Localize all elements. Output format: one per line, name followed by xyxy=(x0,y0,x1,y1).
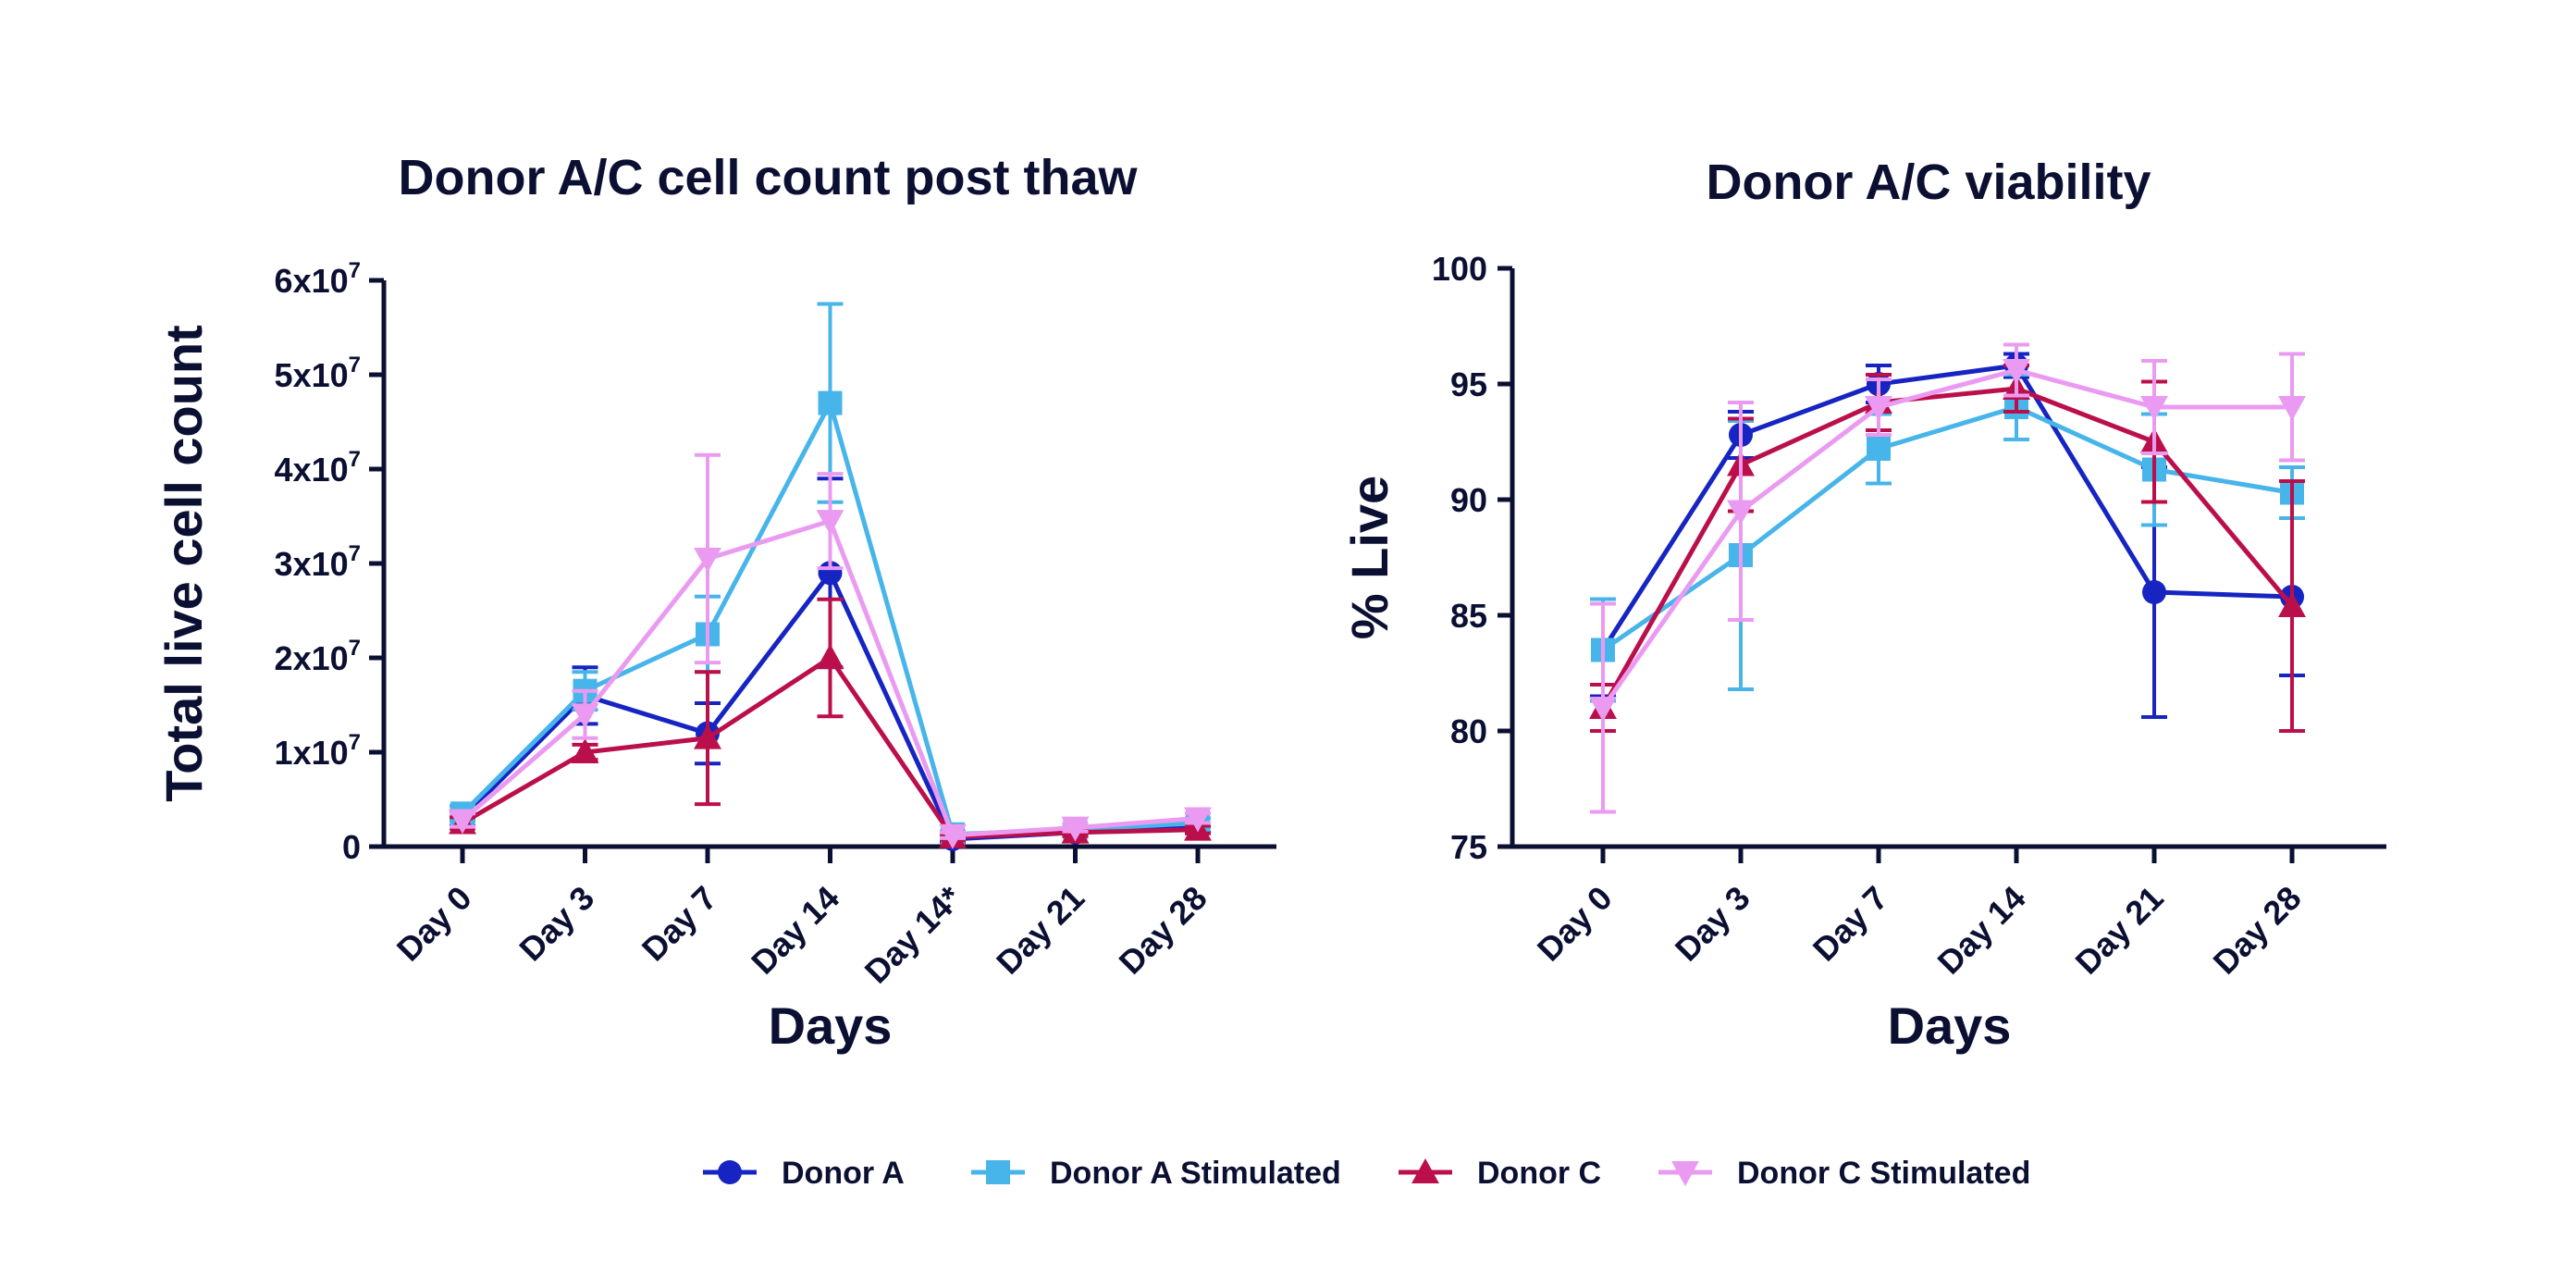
y-tick-label: 100 xyxy=(1432,250,1487,288)
x-tick-label: Day 14 xyxy=(744,879,846,982)
series-line xyxy=(1600,363,2293,651)
data-point xyxy=(2278,396,2306,421)
y-tick-label: 90 xyxy=(1450,481,1487,519)
x-tick-label: Day 0 xyxy=(389,879,479,969)
legend-label: Donor A xyxy=(782,1156,905,1191)
data-point xyxy=(1184,807,1212,833)
y-tick-label-base: 80 xyxy=(1450,712,1487,750)
y-tick-label-base: 90 xyxy=(1450,481,1487,519)
x-tick-label: Day 7 xyxy=(635,879,724,969)
y-axis-label: Total live cell count xyxy=(154,325,213,802)
x-axis-label: Days xyxy=(1888,996,2012,1055)
y-tick-label-base: 4x10 xyxy=(275,451,349,489)
data-point xyxy=(1727,500,1755,526)
legend-item: Donor C Stimulated xyxy=(1658,1156,2030,1191)
series-line xyxy=(1600,367,2292,710)
y-tick-label: 95 xyxy=(1450,365,1487,403)
y-tick-label: 75 xyxy=(1450,828,1487,866)
y-tick-label-base: 6x10 xyxy=(275,262,349,300)
series-donor-c-stimulated xyxy=(449,452,1212,849)
legend-item: Donor C xyxy=(1399,1156,1601,1191)
x-tick-label: Day 3 xyxy=(1668,879,1757,969)
y-tick-label: 2x107 xyxy=(275,636,361,677)
legend: Donor A Donor A Stimulated Donor C Donor C … xyxy=(703,1156,2030,1191)
y-tick-label: 4x107 xyxy=(275,447,361,489)
data-point xyxy=(2142,580,2166,604)
chart-title: Donor A/C viability xyxy=(1706,155,2151,210)
data-point xyxy=(2140,396,2168,421)
series-line xyxy=(1601,404,2293,652)
legend-marker xyxy=(718,1160,742,1184)
x-tick-label: Day 3 xyxy=(512,879,601,969)
chart-title: Donor A/C cell count post thaw xyxy=(398,150,1138,205)
data-point xyxy=(1865,396,1892,421)
x-tick-label: Day 21 xyxy=(2068,879,2171,982)
y-tick-label: 80 xyxy=(1450,712,1487,750)
legend-marker xyxy=(1671,1161,1699,1186)
y-tick-label: 6x107 xyxy=(275,258,361,300)
viability-chart: Donor A/C viability 75 80 85 90 95 100 Day 0 Day… xyxy=(1340,155,2386,1055)
data-point xyxy=(1061,816,1090,842)
y-tick-label: 5x107 xyxy=(275,353,361,394)
y-tick-label-base: 0 xyxy=(342,828,361,866)
y-tick-label-base: 5x10 xyxy=(275,356,349,394)
y-tick-label-base: 3x10 xyxy=(275,545,349,583)
legend-label: Donor C Stimulated xyxy=(1737,1156,2030,1191)
y-tick-label: 3x107 xyxy=(275,541,361,583)
data-point xyxy=(818,390,843,415)
data-point xyxy=(939,823,967,849)
x-tick-label: Day 14* xyxy=(857,879,969,991)
x-axis-label: Days xyxy=(769,996,893,1055)
legend-item: Donor A Stimulated xyxy=(971,1156,1341,1191)
x-tick-label: Day 28 xyxy=(2206,879,2309,982)
legend-marker xyxy=(1411,1158,1439,1183)
y-tick-label-exponent: 7 xyxy=(349,353,361,377)
y-tick-label-base: 2x10 xyxy=(275,639,349,677)
x-tick-label: Day 14 xyxy=(1930,879,2033,982)
y-axis-label: % Live xyxy=(1340,476,1399,639)
y-tick-label-base: 85 xyxy=(1450,597,1487,635)
data-point xyxy=(694,547,721,573)
y-tick-label: 85 xyxy=(1450,597,1487,635)
y-tick-label-exponent: 7 xyxy=(349,447,361,472)
x-tick-label: Day 28 xyxy=(1112,879,1214,982)
y-tick-label: 1x107 xyxy=(275,730,361,772)
legend-label: Donor A Stimulated xyxy=(1050,1156,1341,1191)
y-tick-label-base: 1x10 xyxy=(275,734,349,772)
data-point xyxy=(1589,697,1617,722)
data-point xyxy=(571,738,599,763)
series-donor-c-stimulated xyxy=(1589,342,2306,814)
data-point xyxy=(449,809,476,835)
legend-marker xyxy=(986,1160,1010,1184)
data-point xyxy=(571,703,599,729)
y-tick-label-base: 95 xyxy=(1450,365,1487,403)
series-donor-c xyxy=(449,597,1212,848)
y-tick-label-exponent: 7 xyxy=(349,258,361,283)
legend-item: Donor A xyxy=(703,1156,905,1191)
data-point xyxy=(1867,437,1891,461)
data-point xyxy=(816,644,844,669)
y-tick-label-exponent: 7 xyxy=(349,541,361,566)
y-tick-label-base: 75 xyxy=(1450,828,1487,866)
series-donor-c xyxy=(1589,364,2306,733)
cell-count-chart: Donor A/C cell count post thaw01x1072x10… xyxy=(154,150,1276,1055)
series-line xyxy=(1600,386,2294,710)
y-tick-label-exponent: 7 xyxy=(349,636,361,661)
x-tick-label: Day 0 xyxy=(1530,879,1620,969)
data-point xyxy=(2278,592,2306,617)
x-tick-label: Day 21 xyxy=(989,879,1091,982)
data-point xyxy=(694,724,721,749)
data-point xyxy=(2003,359,2030,384)
y-tick-label-exponent: 7 xyxy=(349,730,361,755)
data-point xyxy=(816,510,844,536)
y-tick-label-base: 100 xyxy=(1432,250,1487,288)
x-tick-label: Day 7 xyxy=(1806,879,1895,969)
legend-label: Donor C xyxy=(1477,1156,1601,1191)
y-tick-label: 0 xyxy=(342,828,361,866)
